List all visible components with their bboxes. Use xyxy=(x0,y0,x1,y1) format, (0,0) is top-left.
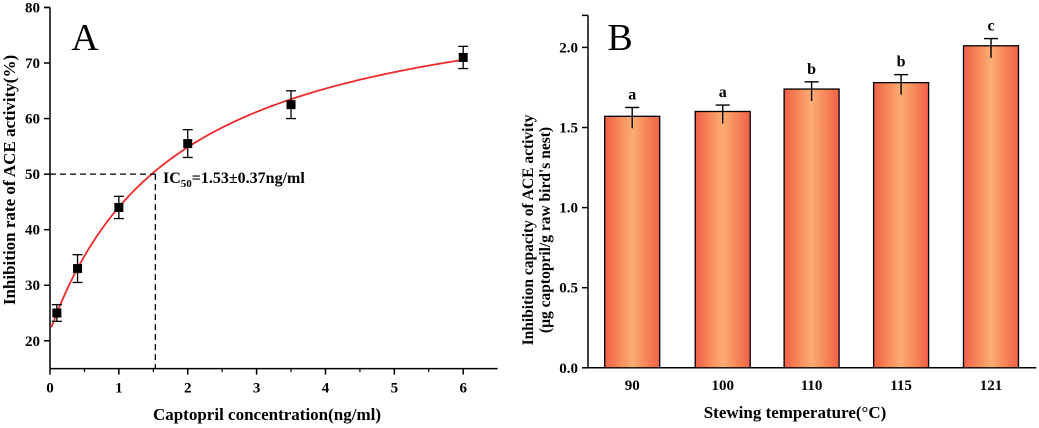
svg-text:60: 60 xyxy=(25,112,40,128)
svg-text:1.0: 1.0 xyxy=(559,201,578,217)
svg-text:a: a xyxy=(719,84,727,101)
svg-text:Stewing temperature(°C): Stewing temperature(°C) xyxy=(704,403,887,422)
svg-text:40: 40 xyxy=(25,223,40,239)
svg-text:100: 100 xyxy=(711,378,734,394)
svg-text:5: 5 xyxy=(391,381,399,397)
svg-text:Inhibition rate of ACE activit: Inhibition rate of ACE activity(%) xyxy=(0,55,19,305)
svg-text:2: 2 xyxy=(184,381,192,397)
svg-text:IC50=1.53±0.37ng/ml: IC50=1.53±0.37ng/ml xyxy=(163,170,305,190)
svg-text:1.5: 1.5 xyxy=(559,121,578,137)
svg-text:0.0: 0.0 xyxy=(559,361,578,377)
svg-text:121: 121 xyxy=(980,378,1003,394)
svg-text:1: 1 xyxy=(115,381,123,397)
svg-text:B: B xyxy=(607,17,632,59)
svg-text:70: 70 xyxy=(25,56,40,72)
svg-text:A: A xyxy=(71,17,99,59)
svg-text:6: 6 xyxy=(459,381,467,397)
svg-text:3: 3 xyxy=(253,381,261,397)
svg-text:b: b xyxy=(807,61,816,78)
svg-text:Captopril concentration(ng/ml): Captopril concentration(ng/ml) xyxy=(153,405,381,424)
svg-text:110: 110 xyxy=(801,378,823,394)
svg-text:2.0: 2.0 xyxy=(559,40,578,56)
svg-text:115: 115 xyxy=(890,378,912,394)
svg-text:80: 80 xyxy=(25,0,40,16)
svg-text:30: 30 xyxy=(25,278,40,294)
svg-text:4: 4 xyxy=(322,381,330,397)
svg-text:b: b xyxy=(897,54,906,71)
svg-text:0: 0 xyxy=(46,381,54,397)
svg-text:90: 90 xyxy=(625,378,640,394)
svg-text:0.5: 0.5 xyxy=(559,281,578,297)
svg-text:Inhibition capacity of ACE act: Inhibition capacity of ACE activity xyxy=(520,114,537,345)
svg-text:c: c xyxy=(987,18,994,35)
svg-text:20: 20 xyxy=(25,334,40,350)
svg-text:(µg captopril/g raw bird's nes: (µg captopril/g raw bird's nest) xyxy=(537,127,554,333)
svg-text:50: 50 xyxy=(25,167,40,183)
svg-text:a: a xyxy=(628,86,636,103)
